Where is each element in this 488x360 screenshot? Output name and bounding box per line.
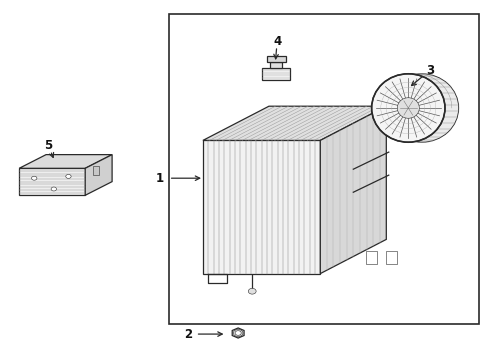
Text: 5: 5 xyxy=(44,139,52,152)
Polygon shape xyxy=(203,140,320,274)
Polygon shape xyxy=(85,155,112,195)
Polygon shape xyxy=(19,168,85,195)
Bar xyxy=(93,166,99,175)
Text: 1: 1 xyxy=(156,172,163,185)
Bar xyxy=(366,251,376,264)
Text: 2: 2 xyxy=(184,328,192,341)
Bar xyxy=(270,62,282,68)
Circle shape xyxy=(248,288,256,294)
Polygon shape xyxy=(203,106,386,140)
Polygon shape xyxy=(19,155,112,168)
Ellipse shape xyxy=(396,98,418,118)
Text: 3: 3 xyxy=(426,64,433,77)
Circle shape xyxy=(235,331,241,335)
Bar xyxy=(168,14,478,324)
Ellipse shape xyxy=(385,74,458,142)
Circle shape xyxy=(51,187,57,191)
Circle shape xyxy=(65,175,71,178)
Bar xyxy=(385,251,396,264)
Ellipse shape xyxy=(371,74,444,142)
Bar xyxy=(262,68,290,80)
Bar xyxy=(266,55,285,62)
Text: 4: 4 xyxy=(273,35,281,48)
Polygon shape xyxy=(320,106,386,274)
Polygon shape xyxy=(232,328,244,338)
Circle shape xyxy=(31,176,37,180)
